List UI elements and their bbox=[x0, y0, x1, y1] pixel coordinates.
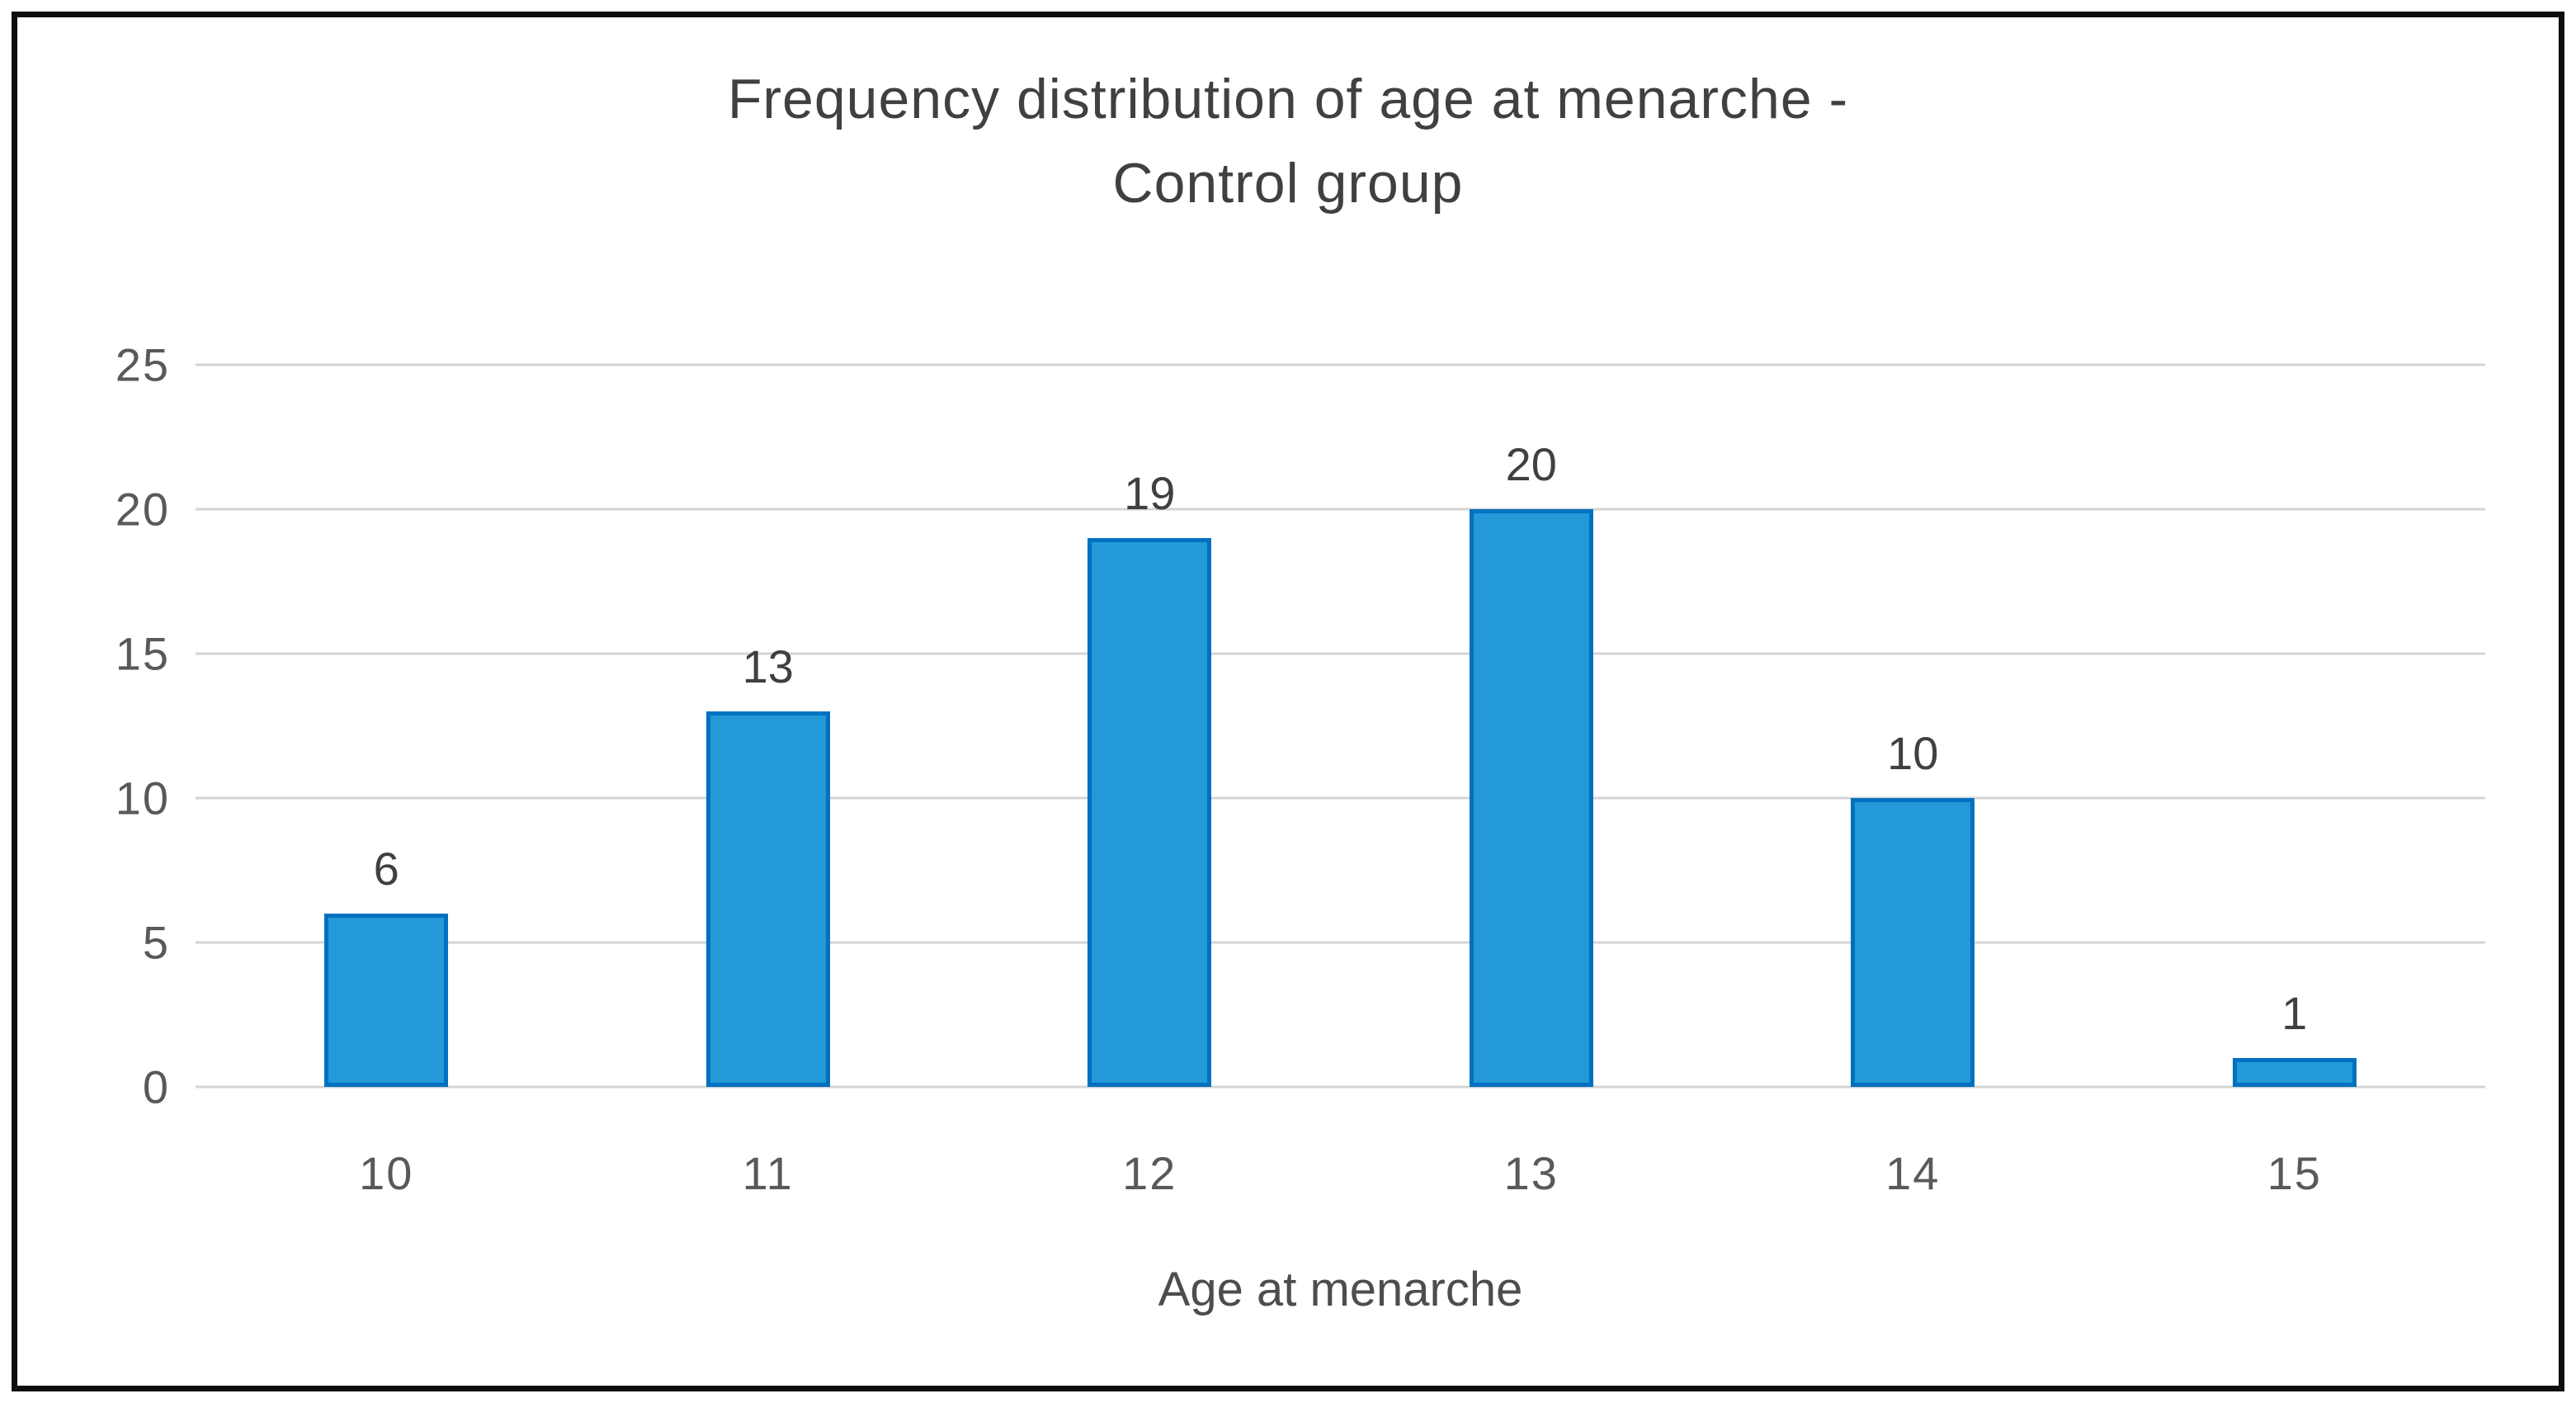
bar-value-label: 13 bbox=[742, 640, 794, 693]
bar bbox=[2232, 1058, 2357, 1087]
y-tick-label: 5 bbox=[142, 916, 170, 969]
bar-value-label: 19 bbox=[1124, 467, 1176, 519]
bar-value-label: 6 bbox=[373, 843, 399, 895]
gridline bbox=[196, 363, 2485, 366]
y-tick-label: 15 bbox=[115, 627, 170, 680]
chart-title: Frequency distribution of age at menarch… bbox=[17, 57, 2559, 225]
bar bbox=[1469, 509, 1593, 1087]
x-axis-title: Age at menarche bbox=[1158, 1263, 1523, 1316]
chart-frame: Frequency distribution of age at menarch… bbox=[12, 12, 2564, 1391]
gridline bbox=[196, 941, 2485, 944]
gridline bbox=[196, 1085, 2485, 1089]
bar-value-label: 10 bbox=[1887, 727, 1939, 779]
bar bbox=[1851, 798, 1975, 1087]
plot-area: 6 13 19 20 10 1 bbox=[196, 363, 2485, 1089]
x-tick-label: 14 bbox=[1885, 1147, 1941, 1199]
y-tick-label: 25 bbox=[115, 338, 170, 391]
bar bbox=[324, 914, 449, 1087]
gridline bbox=[196, 796, 2485, 800]
bar bbox=[1087, 538, 1212, 1087]
gridline bbox=[196, 508, 2485, 511]
chart-title-line2: Control group bbox=[1112, 152, 1464, 215]
bar-value-label: 20 bbox=[1505, 438, 1557, 490]
x-tick-label: 11 bbox=[742, 1147, 794, 1199]
y-tick-label: 0 bbox=[142, 1061, 170, 1113]
y-axis: 0 5 10 15 20 25 bbox=[17, 339, 170, 1113]
x-axis: 10 11 12 13 14 15 bbox=[196, 1146, 2485, 1212]
y-tick-label: 20 bbox=[115, 483, 170, 536]
chart-title-line1: Frequency distribution of age at menarch… bbox=[727, 68, 1849, 130]
x-tick-label: 13 bbox=[1503, 1147, 1559, 1199]
y-tick-label: 10 bbox=[115, 772, 170, 824]
x-tick-label: 12 bbox=[1122, 1147, 1177, 1199]
x-tick-label: 10 bbox=[359, 1147, 414, 1199]
bar bbox=[705, 711, 830, 1087]
gridline bbox=[196, 652, 2485, 655]
x-tick-label: 15 bbox=[2267, 1147, 2322, 1199]
bar-value-label: 1 bbox=[2281, 987, 2308, 1039]
